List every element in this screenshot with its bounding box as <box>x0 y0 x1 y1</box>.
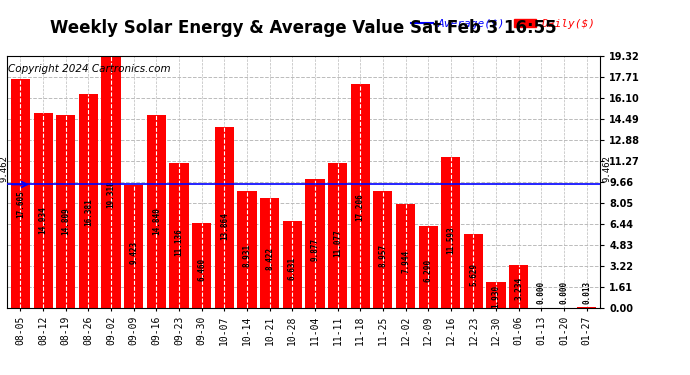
Text: 9.877: 9.877 <box>310 238 319 261</box>
Bar <box>509 266 529 308</box>
Text: Weekly Solar Energy & Average Value Sat Feb 3 16:55: Weekly Solar Energy & Average Value Sat … <box>50 19 557 37</box>
Bar <box>305 179 324 308</box>
Text: 9.423: 9.423 <box>129 241 138 264</box>
Text: 14.934: 14.934 <box>39 206 48 234</box>
Text: 13.864: 13.864 <box>220 213 229 240</box>
Bar <box>56 115 75 308</box>
Text: 9.462: 9.462 <box>602 156 611 183</box>
Bar <box>373 191 393 308</box>
Text: 8.931: 8.931 <box>242 244 251 267</box>
Text: 14.840: 14.840 <box>152 207 161 234</box>
Text: 6.460: 6.460 <box>197 258 206 281</box>
Bar <box>328 164 347 308</box>
Bar <box>283 221 302 308</box>
Text: 8.422: 8.422 <box>265 247 274 270</box>
Text: 1.930: 1.930 <box>491 285 501 308</box>
Bar <box>260 198 279 308</box>
Legend: Average($), Daily($): Average($), Daily($) <box>411 19 595 29</box>
Text: Copyright 2024 Cartronics.com: Copyright 2024 Cartronics.com <box>8 64 170 74</box>
Bar <box>396 204 415 308</box>
Text: 8.957: 8.957 <box>378 243 387 267</box>
Text: 3.234: 3.234 <box>514 277 523 300</box>
Bar <box>486 282 506 308</box>
Text: 7.944: 7.944 <box>401 249 410 273</box>
Bar <box>441 157 460 308</box>
Text: 17.605: 17.605 <box>16 190 25 218</box>
Text: 6.290: 6.290 <box>424 259 433 282</box>
Text: 11.077: 11.077 <box>333 229 342 256</box>
Bar <box>147 114 166 308</box>
Bar <box>192 224 211 308</box>
Bar <box>124 185 144 308</box>
Text: 19.318: 19.318 <box>106 181 116 209</box>
Bar <box>34 113 52 308</box>
Text: 0.000: 0.000 <box>537 281 546 304</box>
Bar <box>237 191 257 308</box>
Text: 17.206: 17.206 <box>356 193 365 220</box>
Text: 11.593: 11.593 <box>446 226 455 254</box>
Bar <box>101 56 121 308</box>
Text: 16.381: 16.381 <box>84 198 93 225</box>
Bar <box>419 226 437 308</box>
Text: 0.000: 0.000 <box>560 281 569 304</box>
Bar <box>351 84 370 308</box>
Bar <box>79 94 98 308</box>
Text: 6.631: 6.631 <box>288 257 297 280</box>
Bar <box>170 163 188 308</box>
Text: 5.629: 5.629 <box>469 263 478 286</box>
Text: 0.013: 0.013 <box>582 281 591 304</box>
Bar <box>464 234 483 308</box>
Text: 11.136: 11.136 <box>175 228 184 256</box>
Bar <box>11 78 30 308</box>
Bar <box>215 127 234 308</box>
Text: 14.809: 14.809 <box>61 207 70 235</box>
Text: 9.462: 9.462 <box>0 156 8 183</box>
